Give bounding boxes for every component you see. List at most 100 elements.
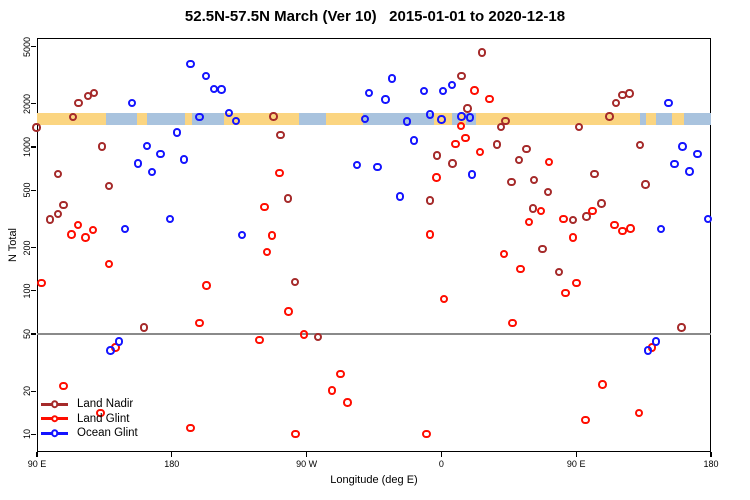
land-nadir-point	[53, 169, 63, 179]
coast-band-segment-land	[645, 112, 657, 125]
ocean-glint-point	[425, 110, 434, 119]
coast-band-segment-land	[326, 112, 363, 125]
reference-line-50	[37, 333, 711, 335]
land-nadir-point	[625, 89, 634, 98]
ocean-glint-point	[133, 159, 143, 168]
land-glint-point	[559, 214, 568, 224]
land-glint-point	[262, 247, 272, 256]
ocean-glint-point	[670, 159, 679, 169]
ocean-glint-point	[395, 192, 404, 201]
land-nadir-point	[677, 323, 686, 332]
land-glint-point	[451, 139, 460, 149]
land-glint-point	[343, 398, 352, 407]
land-glint-point	[561, 288, 570, 297]
land-nadir-point	[104, 181, 114, 191]
land-glint-point	[581, 415, 590, 425]
land-nadir-point	[568, 215, 578, 225]
ocean-glint-point	[172, 128, 182, 137]
ocean-glint-point	[703, 214, 712, 224]
land-nadir-point	[478, 48, 487, 57]
land-glint-point	[598, 380, 607, 389]
land-glint-point	[634, 408, 644, 417]
ocean-glint-point	[224, 108, 233, 118]
land-glint-point	[425, 230, 434, 239]
legend-marker-icon	[50, 429, 59, 438]
land-glint-point	[255, 335, 264, 345]
coast-band-segment-land	[672, 112, 685, 125]
land-nadir-point	[68, 112, 78, 121]
land-glint-point	[73, 220, 83, 230]
land-glint-point	[618, 226, 627, 235]
x-tick	[440, 452, 442, 457]
x-tick	[710, 452, 712, 457]
coast-band-segment-ocean	[146, 112, 185, 125]
land-nadir-point	[74, 98, 83, 108]
ocean-glint-point	[360, 114, 369, 124]
land-glint-point	[327, 386, 337, 395]
y-tick	[31, 390, 36, 392]
coast-band-segment-ocean	[640, 112, 646, 125]
land-nadir-point	[529, 175, 539, 185]
land-nadir-point	[641, 180, 650, 189]
ocean-glint-point	[457, 112, 466, 121]
land-glint-point	[588, 206, 597, 216]
land-glint-point	[291, 429, 300, 438]
land-nadir-point	[492, 140, 502, 149]
land-glint-point	[67, 230, 76, 239]
x-axis-title: Longitude (deg E)	[330, 474, 418, 486]
land-glint-point	[485, 94, 494, 104]
ocean-glint-point	[156, 149, 165, 158]
land-nadir-point	[605, 112, 614, 121]
land-glint-point	[275, 168, 284, 178]
legend-symbol	[41, 429, 68, 438]
x-tick	[306, 452, 308, 457]
land-glint-point	[568, 233, 578, 242]
land-nadir-point	[269, 112, 278, 121]
y-tick-label: 1000	[22, 137, 32, 158]
land-nadir-point	[45, 215, 54, 224]
y-tick-label: 500	[22, 182, 32, 198]
ocean-glint-point	[678, 142, 687, 151]
ocean-glint-point	[147, 167, 157, 177]
land-nadir-point	[611, 99, 620, 108]
y-tick	[31, 189, 36, 191]
y-tick	[31, 46, 36, 48]
ocean-glint-point	[106, 346, 115, 355]
land-glint-point	[88, 225, 98, 235]
legend-label: Land Nadir	[77, 398, 134, 411]
land-nadir-point	[139, 323, 149, 332]
land-glint-point	[336, 369, 345, 379]
land-glint-point	[195, 318, 204, 328]
y-tick-label: 100	[22, 283, 32, 299]
x-tick-label: 90 E	[566, 459, 586, 469]
ocean-glint-point	[120, 224, 129, 234]
land-glint-point	[461, 133, 470, 142]
legend-label: Ocean Glint	[77, 427, 138, 440]
land-nadir-point	[290, 277, 299, 287]
land-nadir-point	[635, 141, 644, 150]
coast-band-segment-ocean	[656, 112, 673, 125]
ocean-glint-point	[402, 117, 412, 126]
land-glint-point	[81, 233, 90, 242]
ocean-glint-point	[447, 81, 457, 90]
land-glint-point	[456, 121, 465, 131]
land-nadir-point	[507, 177, 516, 187]
legend-item: Land Glint	[41, 412, 138, 427]
ocean-glint-point	[195, 112, 204, 121]
land-nadir-point	[554, 267, 564, 277]
land-glint-point	[537, 206, 546, 216]
land-glint-point	[202, 281, 211, 290]
ocean-glint-point	[114, 337, 124, 346]
land-glint-point	[59, 381, 68, 391]
coast-band-segment-land	[137, 112, 147, 125]
ocean-glint-point	[656, 224, 666, 234]
ocean-glint-point	[466, 113, 475, 122]
land-glint-point	[267, 231, 277, 240]
land-glint-point	[524, 218, 534, 227]
land-glint-point	[572, 278, 581, 288]
ocean-glint-point	[467, 170, 477, 179]
plot-area	[37, 38, 711, 452]
ocean-glint-point	[664, 98, 673, 108]
y-tick	[31, 290, 36, 292]
land-nadir-point	[59, 201, 68, 210]
